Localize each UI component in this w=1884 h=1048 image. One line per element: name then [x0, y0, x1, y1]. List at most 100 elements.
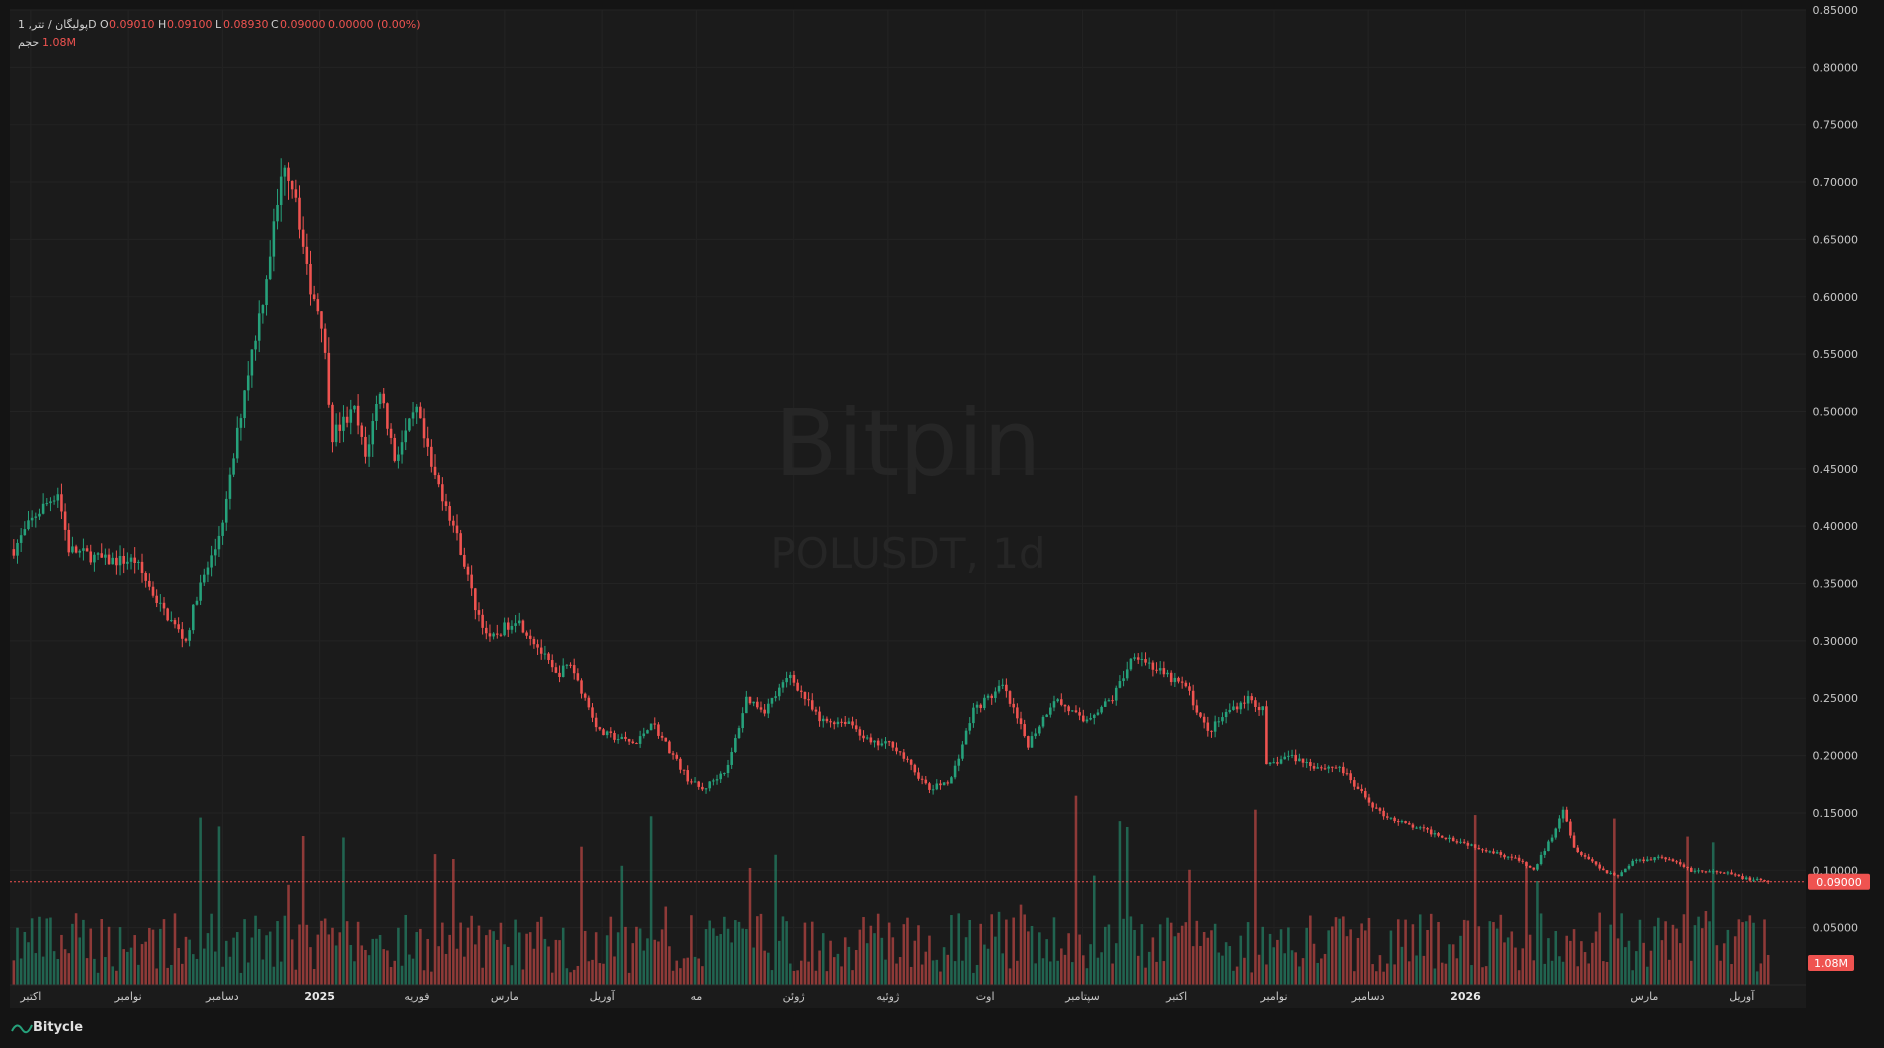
candle-body [554, 667, 558, 673]
candle-body [316, 299, 320, 312]
volume-bar [334, 945, 338, 985]
candle-body [1301, 758, 1305, 763]
candle-body [1649, 859, 1653, 861]
volume-bar [298, 924, 301, 985]
last-price-tag-bg [1808, 873, 1870, 890]
candle-body [1737, 874, 1741, 877]
volume-bar [1327, 930, 1330, 985]
volume-bar [1228, 946, 1232, 985]
volume-bar [646, 938, 649, 985]
time-axis[interactable]: اکتبر نوامبر دسامبر 2025 فوریه مارس آوریل مه ژوئ… [10, 984, 1806, 1003]
candle-body [34, 516, 38, 518]
candle-body [1455, 841, 1459, 843]
volume-bar [1140, 924, 1144, 985]
volume-bar [862, 917, 865, 985]
volume-bar [221, 966, 224, 985]
volume-bar [400, 965, 404, 985]
candle-body [1224, 711, 1228, 718]
candle-body [1342, 766, 1345, 774]
volume-bar [1147, 951, 1151, 985]
time-tick-label: مارس [491, 990, 519, 1003]
candle-body [1678, 862, 1682, 865]
candle-body [620, 736, 624, 740]
candle-body [1338, 766, 1341, 768]
candle-body [122, 555, 125, 564]
volume-bar [1027, 931, 1030, 985]
volume-bar [1719, 960, 1722, 985]
volume-bar [1045, 939, 1048, 985]
candle-body [148, 580, 151, 587]
volume-bar [1092, 875, 1096, 985]
volume-bar [928, 935, 931, 985]
volume-bar [323, 918, 327, 985]
volume-bar [426, 938, 429, 985]
time-tick-label: مارس [1630, 990, 1658, 1003]
volume-bar [913, 940, 917, 985]
candle-body [1448, 837, 1451, 840]
candle-body [561, 665, 565, 678]
volume-bar [613, 956, 616, 985]
candle-body [616, 739, 620, 741]
candle-body [1235, 706, 1239, 710]
volume-bar [492, 931, 495, 985]
candle-body [1374, 807, 1378, 809]
candle-body [104, 554, 107, 558]
volume-bar [865, 943, 869, 985]
price-axis[interactable]: 0.85000 0.80000 0.75000 0.70000 0.65000 0.600… [1813, 4, 1859, 935]
candle-body [294, 189, 298, 198]
candle-body [1558, 818, 1561, 829]
candle-body [935, 783, 939, 790]
candle-body [1715, 871, 1719, 873]
volume-bar [107, 926, 111, 985]
volume-bar [1312, 943, 1316, 985]
volume-bar [657, 941, 660, 985]
volume-bar [254, 915, 257, 985]
candle-body [1353, 780, 1356, 787]
volume-bar [880, 937, 884, 985]
time-tick-label: دسامبر [1351, 990, 1385, 1003]
watermark-brand: Bitpin [774, 390, 1041, 497]
volume-bar [173, 913, 177, 985]
volume-bar [397, 927, 400, 985]
candle-body [1166, 672, 1169, 675]
candle-body [1312, 766, 1316, 769]
candle-body [133, 557, 136, 563]
candle-body [1726, 872, 1730, 874]
volume-bar [170, 964, 173, 985]
candle-body [613, 732, 616, 740]
candle-body [1532, 867, 1536, 870]
volume-bar [1481, 967, 1484, 985]
candle-body [957, 758, 961, 766]
candle-body [463, 554, 466, 567]
volume-bar [1246, 922, 1250, 985]
volume-bar [1525, 862, 1528, 985]
volume-bar [1635, 951, 1638, 985]
volume-bar [1188, 869, 1191, 985]
candle-body [1602, 868, 1605, 871]
volume-bar [41, 956, 45, 985]
price-tick-label: 0.30000 [1813, 635, 1859, 648]
candle-body [807, 699, 810, 701]
candle-body [78, 550, 82, 553]
volume-bar [620, 865, 624, 985]
volume-bar [675, 960, 679, 985]
candle-body [708, 781, 711, 789]
volume-bar [371, 938, 375, 985]
candle-body [140, 561, 144, 573]
candle-body [1173, 677, 1177, 683]
volume-bar [261, 959, 265, 985]
candle-body [902, 752, 906, 759]
candle-body [646, 730, 649, 734]
volume-bar [814, 970, 818, 985]
volume-bar [1437, 921, 1440, 985]
candle-body [1697, 870, 1700, 872]
volume-bar [78, 937, 82, 985]
footer-brand[interactable]: Bitycle [11, 1020, 83, 1035]
candle-body [100, 553, 104, 558]
candle-body [485, 627, 488, 634]
candle-body [1704, 871, 1708, 873]
candle-body [1415, 827, 1418, 829]
candle-body [1228, 709, 1232, 712]
